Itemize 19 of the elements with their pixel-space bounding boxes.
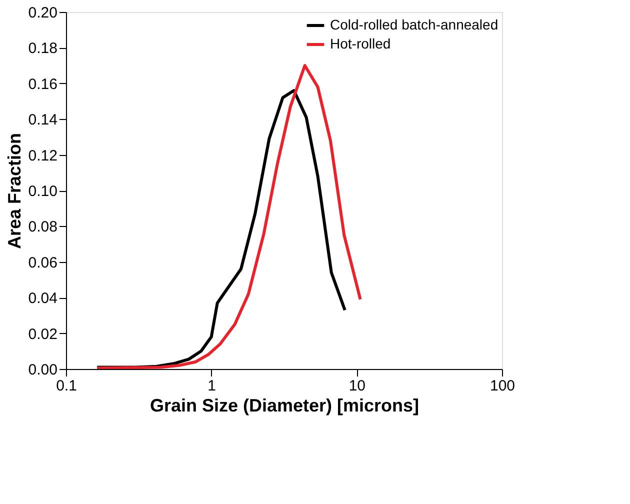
y-tick-label: 0.12 [28, 147, 58, 164]
y-tick-label: 0.18 [28, 40, 58, 58]
x-tick-label: 10 [348, 378, 366, 394]
y-tick-label: 0.02 [28, 326, 58, 343]
legend-label: Hot-rolled [330, 36, 391, 52]
x-axis-title: Grain Size (Diameter) [microns] [150, 396, 420, 416]
y-tick-label: 0.16 [28, 76, 58, 93]
y-tick-label: 0.10 [28, 183, 58, 200]
y-tick-label: 0.06 [28, 254, 58, 272]
y-tick-label: 0.20 [28, 4, 58, 22]
x-tick-label: 0.1 [56, 378, 77, 394]
y-axis-title: Area Fraction [4, 132, 24, 250]
legend-label: Cold-rolled batch-annealed [330, 16, 498, 32]
y-tick-label: 0.00 [28, 362, 58, 378]
y-tick-label: 0.04 [28, 290, 58, 308]
x-tick-label: 1 [208, 378, 216, 394]
y-tick-label: 0.08 [28, 218, 58, 236]
x-tick-label: 100 [490, 378, 516, 394]
y-tick-label: 0.14 [28, 112, 58, 129]
